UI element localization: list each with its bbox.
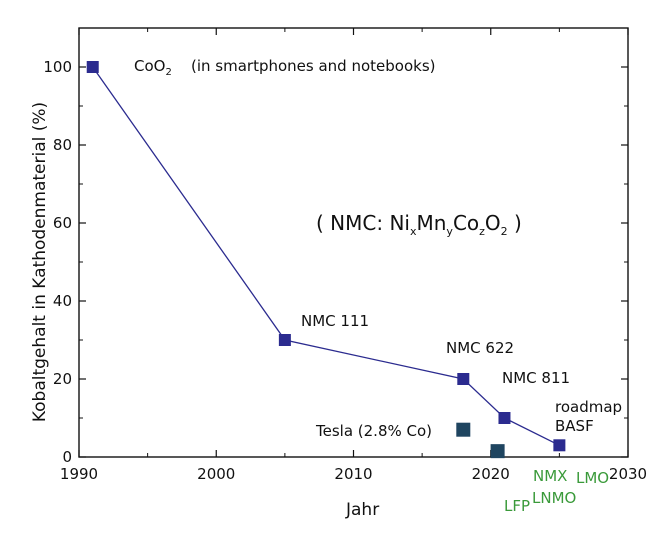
y-tick-label: 40 xyxy=(53,292,72,310)
green-label-lfp: LFP xyxy=(504,497,531,515)
coo2-note: (in smartphones and notebooks) xyxy=(191,57,436,75)
coo2-subscript: 2 xyxy=(165,67,172,78)
formula-sub-x: x xyxy=(409,225,417,238)
y-axis-title: Kobaltgehalt in Kathodenmaterial (%) xyxy=(30,101,50,423)
x-tick-label: 1990 xyxy=(60,465,98,483)
formula-sub-y: y xyxy=(446,225,453,238)
y-tick-label: 60 xyxy=(53,214,72,232)
formula-sub-2: 2 xyxy=(500,225,508,238)
formula-suffix: ) xyxy=(507,211,522,235)
green-label-lnmo: LNMO xyxy=(532,489,577,507)
formula-o: O xyxy=(484,211,501,235)
coo2-text: CoO xyxy=(134,57,166,75)
data-point-marker xyxy=(457,373,470,385)
x-tick-label: 2010 xyxy=(334,465,372,483)
data-point-marker xyxy=(456,422,471,437)
y-tick-label: 80 xyxy=(53,136,72,154)
data-point-marker xyxy=(553,439,566,452)
point-label-roadmap: roadmap xyxy=(555,398,623,416)
point-label-nmc811: NMC 811 xyxy=(502,369,571,387)
y-tick-label: 20 xyxy=(53,370,72,388)
x-tick-label: 2030 xyxy=(609,465,647,483)
point-label-coo2: CoO2 xyxy=(134,57,172,78)
x-tick-label: 2000 xyxy=(197,465,235,483)
y-tick-label: 0 xyxy=(62,448,72,466)
formula-mn: Mn xyxy=(416,211,447,235)
data-point-marker xyxy=(490,444,505,459)
axes-group: 1990 2000 2010 2020 2030 0 20 40 60 80 100 xyxy=(43,27,647,483)
data-point-marker xyxy=(278,334,291,346)
point-label-nmc111: NMC 111 xyxy=(301,312,370,330)
data-point-marker xyxy=(86,61,99,73)
point-label-tesla: Tesla (2.8% Co) xyxy=(316,422,433,440)
nmc-formula: ( NMC: NixMnyCozO2 ) xyxy=(316,211,522,238)
green-label-nmx: NMX xyxy=(533,467,568,485)
green-label-lmo: LMO xyxy=(576,469,610,487)
point-label-nmc622: NMC 622 xyxy=(446,339,515,357)
formula-sub-z: z xyxy=(479,225,485,238)
x-tick-label: 2020 xyxy=(472,465,510,483)
formula-co: Co xyxy=(452,211,480,235)
data-point-marker xyxy=(498,412,511,424)
x-axis-title: Jahr xyxy=(346,500,380,520)
formula-prefix: ( NMC: Ni xyxy=(316,211,410,235)
series-markers xyxy=(86,61,566,459)
y-tick-label: 100 xyxy=(43,58,72,76)
point-label-basf: BASF xyxy=(555,417,594,435)
